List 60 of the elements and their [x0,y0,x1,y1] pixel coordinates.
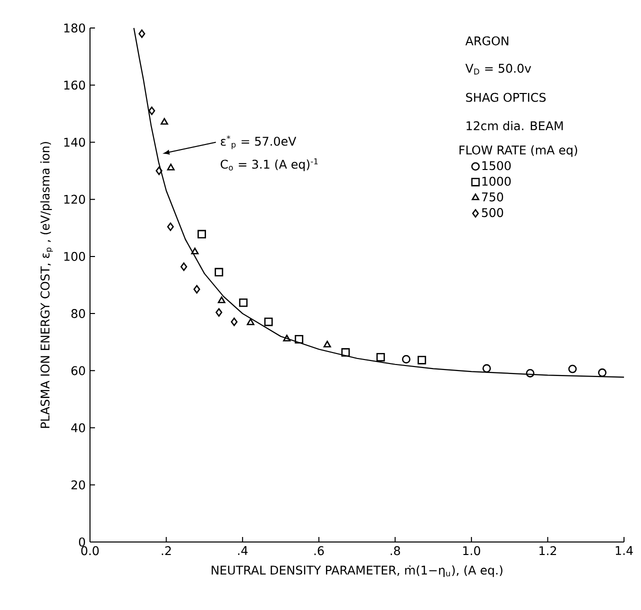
point [230,318,238,326]
point [283,334,291,342]
x-tick-label: .6 [314,546,324,556]
point [156,166,162,176]
x-tick-label: 0.0 [81,546,99,556]
line-series [133,27,625,378]
x-tick-label: 1.2 [540,546,556,556]
x-tick-label: 1.0 [463,546,480,556]
point [193,285,200,294]
y-tick-label: 20 [71,480,86,490]
legend-label: 1000 [482,176,511,186]
x-tick-label: .8 [390,546,400,556]
point [160,118,168,125]
x-tick-label: .4 [238,546,248,555]
point [167,164,175,170]
y-tick-label: 60 [71,366,86,376]
x-tick-label: .2 [162,546,171,556]
y-tick-label: 140 [64,138,86,147]
point [568,364,577,374]
y-tick-label: 160 [64,80,86,90]
point [239,298,248,307]
point [167,222,174,231]
annotation: C$_{o}$ = 3.1 (A eq)$^{-1}$ [220,158,318,172]
legend-label: 1500 [482,161,511,170]
point [214,268,224,276]
x-tick-label: 1.4 [616,546,633,555]
point [191,248,199,254]
point [376,353,385,362]
annotation: 12cm dia. BEAM [466,121,563,130]
annotation: ARGON [465,36,508,46]
legend-label: 500 [482,208,504,218]
annotation: V$_{D}$ = 50.0v [465,64,532,74]
point [323,340,332,348]
y-tick-label: 180 [64,23,86,33]
annotation: ε$^{*}$$_{p}$ = 57.0eV [220,135,296,150]
point [216,308,222,317]
y-axis-title: PLASMA ION ENERGY COST, ε$_{p}$ , (eV/plasma ion) [40,142,53,428]
point [418,356,426,364]
point [198,230,206,238]
point [246,318,254,326]
x-axis-title: NEUTRAL DENSITY PARAMETER, ṁ(1−η$_{u}$), (A eq.) [212,565,502,577]
y-tick-label: 80 [71,309,86,318]
point [402,355,410,364]
point [148,106,156,116]
y-tick-label: 40 [71,423,86,432]
point [294,335,304,344]
y-tick-label: 0 [78,537,86,547]
point [180,262,188,271]
y-tick-label: 120 [64,194,86,204]
point [341,348,350,357]
point [526,369,534,378]
annotation: SHAG OPTICS [466,92,546,102]
point [138,29,146,38]
y-tick-label: 100 [64,252,86,261]
point [482,364,491,373]
legend-label: 750 [482,192,504,202]
legend-title: FLOW RATE (mA eq) [460,145,578,157]
point [598,368,606,377]
point [264,318,273,326]
point [218,296,226,304]
